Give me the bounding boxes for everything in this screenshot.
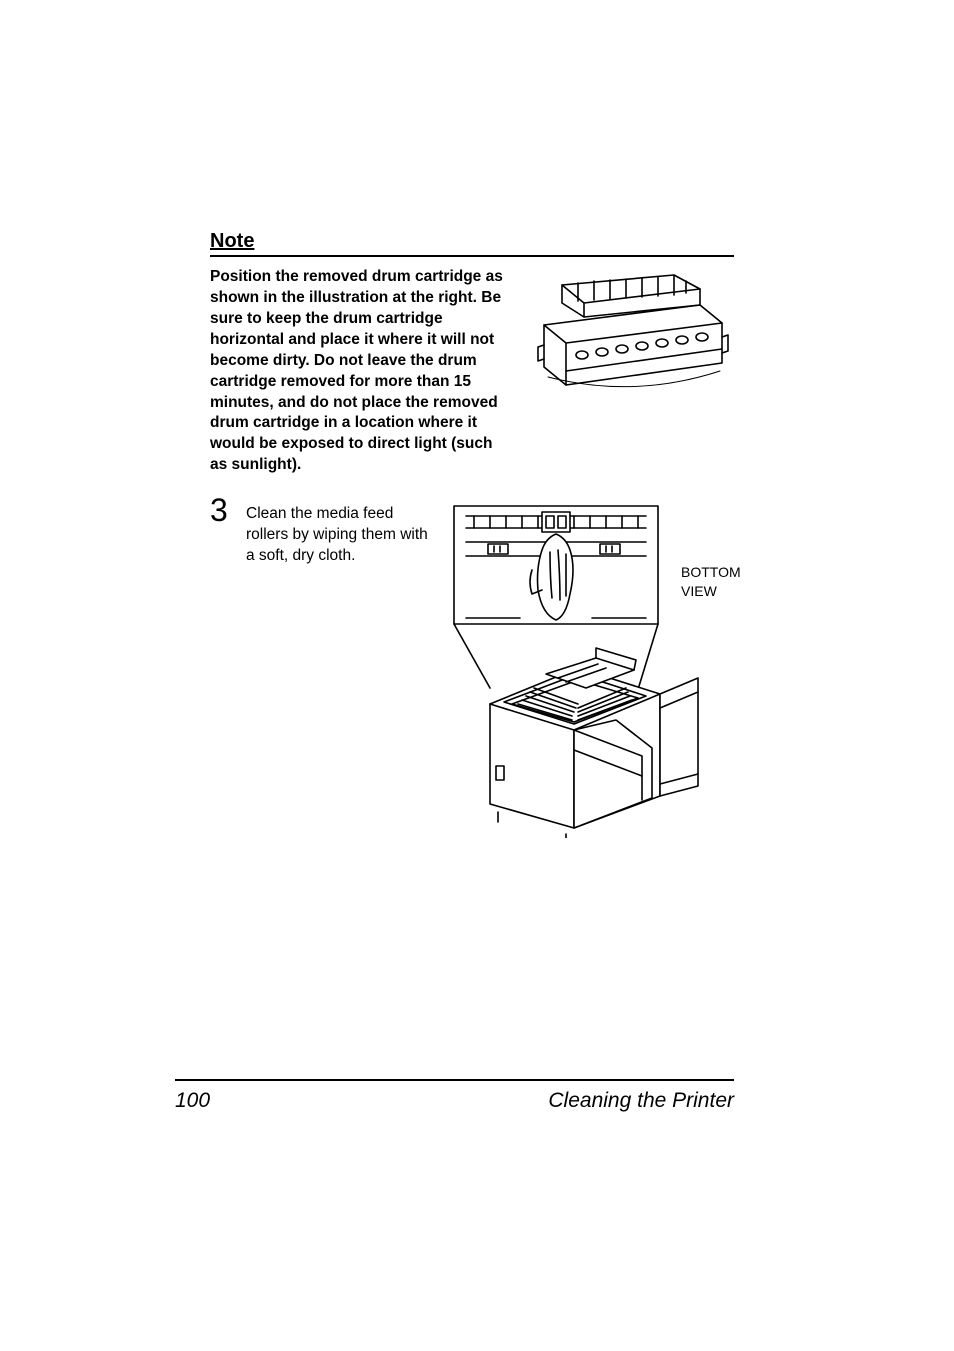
- figure-label-line2: VIEW: [681, 582, 741, 601]
- page-number: 100: [175, 1089, 210, 1113]
- section-title: Cleaning the Printer: [548, 1089, 734, 1113]
- step-number: 3: [210, 494, 236, 526]
- step-3-row: 3 Clean the media feed rollers by wiping…: [210, 498, 734, 843]
- footer-rule: [175, 1079, 734, 1081]
- footer-line: 100 Cleaning the Printer: [175, 1089, 734, 1113]
- note-body-text: Position the removed drum cartridge as s…: [210, 267, 505, 476]
- note-row: Position the removed drum cartridge as s…: [210, 267, 734, 476]
- drum-cartridge-figure: [523, 267, 734, 402]
- page-footer: 100 Cleaning the Printer: [175, 1079, 734, 1113]
- note-block: Note Position the removed drum cartridge…: [210, 230, 734, 476]
- manual-page: Note Position the removed drum cartridge…: [0, 0, 954, 1351]
- media-feed-rollers-figure: BOTTOM VIEW: [446, 498, 734, 843]
- figure-label-line1: BOTTOM: [681, 563, 741, 582]
- note-heading: Note: [210, 230, 734, 253]
- figure-label: BOTTOM VIEW: [681, 563, 741, 601]
- step-instruction-text: Clean the media feed rollers by wiping t…: [246, 498, 436, 567]
- note-heading-rule: [210, 255, 734, 257]
